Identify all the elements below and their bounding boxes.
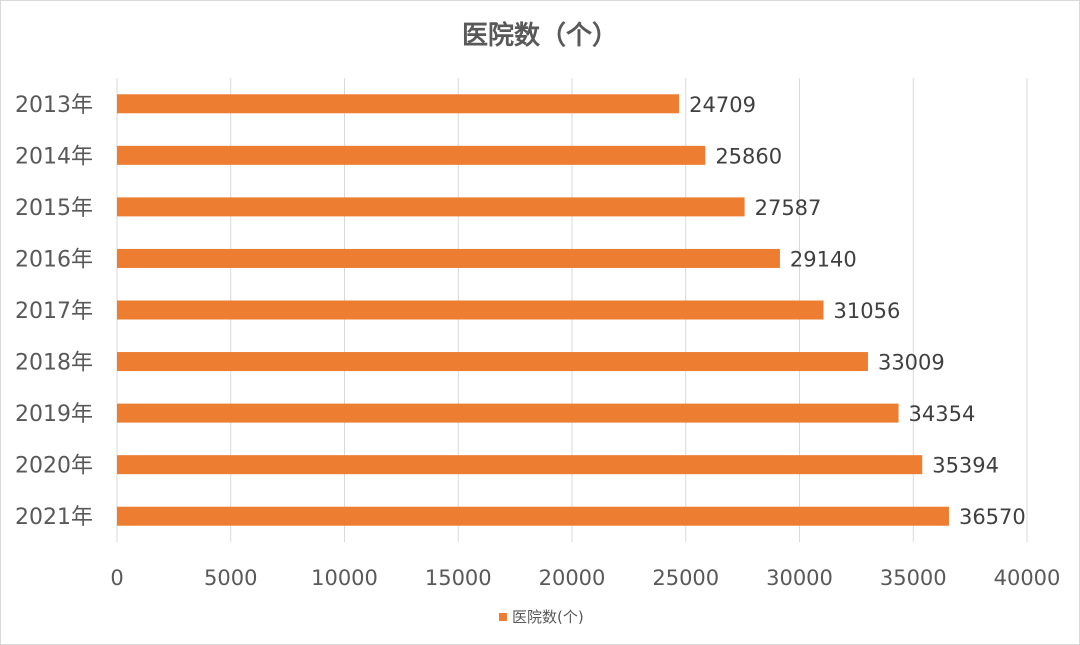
x-tick-label-8: 40000 — [994, 566, 1061, 590]
x-tick-label-1: 5000 — [204, 566, 257, 590]
bar-1 — [117, 145, 706, 165]
x-tick-label-4: 20000 — [539, 566, 606, 590]
category-label-8: 2021年 — [15, 505, 93, 530]
data-label-2: 27587 — [755, 196, 822, 220]
data-label-6: 34354 — [909, 402, 976, 426]
data-label-4: 31056 — [834, 299, 901, 323]
category-label-2: 2015年 — [15, 196, 93, 221]
x-tick-label-2: 10000 — [311, 566, 378, 590]
labels: 0 5000 10000 15000 20000 25000 30000 35000 40000… — [15, 93, 1060, 590]
legend: 医院数(个) — [499, 608, 584, 626]
x-tick-label-0: 0 — [110, 566, 123, 590]
data-label-5: 33009 — [878, 351, 945, 375]
category-label-3: 2016年 — [15, 247, 93, 272]
category-label-7: 2020年 — [15, 454, 93, 479]
bar-7 — [117, 455, 923, 475]
bar-8 — [117, 506, 949, 526]
data-label-8: 36570 — [959, 505, 1026, 529]
bar-5 — [117, 352, 868, 372]
bar-2 — [117, 197, 745, 217]
chart-title: 医院数（个） — [462, 20, 618, 51]
category-label-1: 2014年 — [15, 144, 93, 169]
data-label-3: 29140 — [790, 247, 857, 271]
bar-6 — [117, 403, 899, 423]
legend-swatch — [499, 613, 507, 621]
data-label-1: 25860 — [715, 144, 782, 168]
bar-0 — [117, 94, 680, 114]
x-tick-label-6: 30000 — [766, 566, 833, 590]
bar-3 — [117, 248, 780, 268]
data-label-0: 24709 — [689, 93, 756, 117]
category-label-6: 2019年 — [15, 402, 93, 427]
x-tick-label-3: 15000 — [425, 566, 492, 590]
category-label-0: 2013年 — [15, 93, 93, 118]
category-label-5: 2018年 — [15, 351, 93, 376]
x-tick-label-5: 25000 — [652, 566, 719, 590]
data-label-7: 35394 — [932, 454, 999, 478]
bars — [117, 94, 949, 526]
legend-label: 医院数(个) — [512, 608, 584, 626]
x-tick-label-7: 35000 — [880, 566, 947, 590]
category-label-4: 2017年 — [15, 299, 93, 324]
bar-4 — [117, 300, 824, 320]
